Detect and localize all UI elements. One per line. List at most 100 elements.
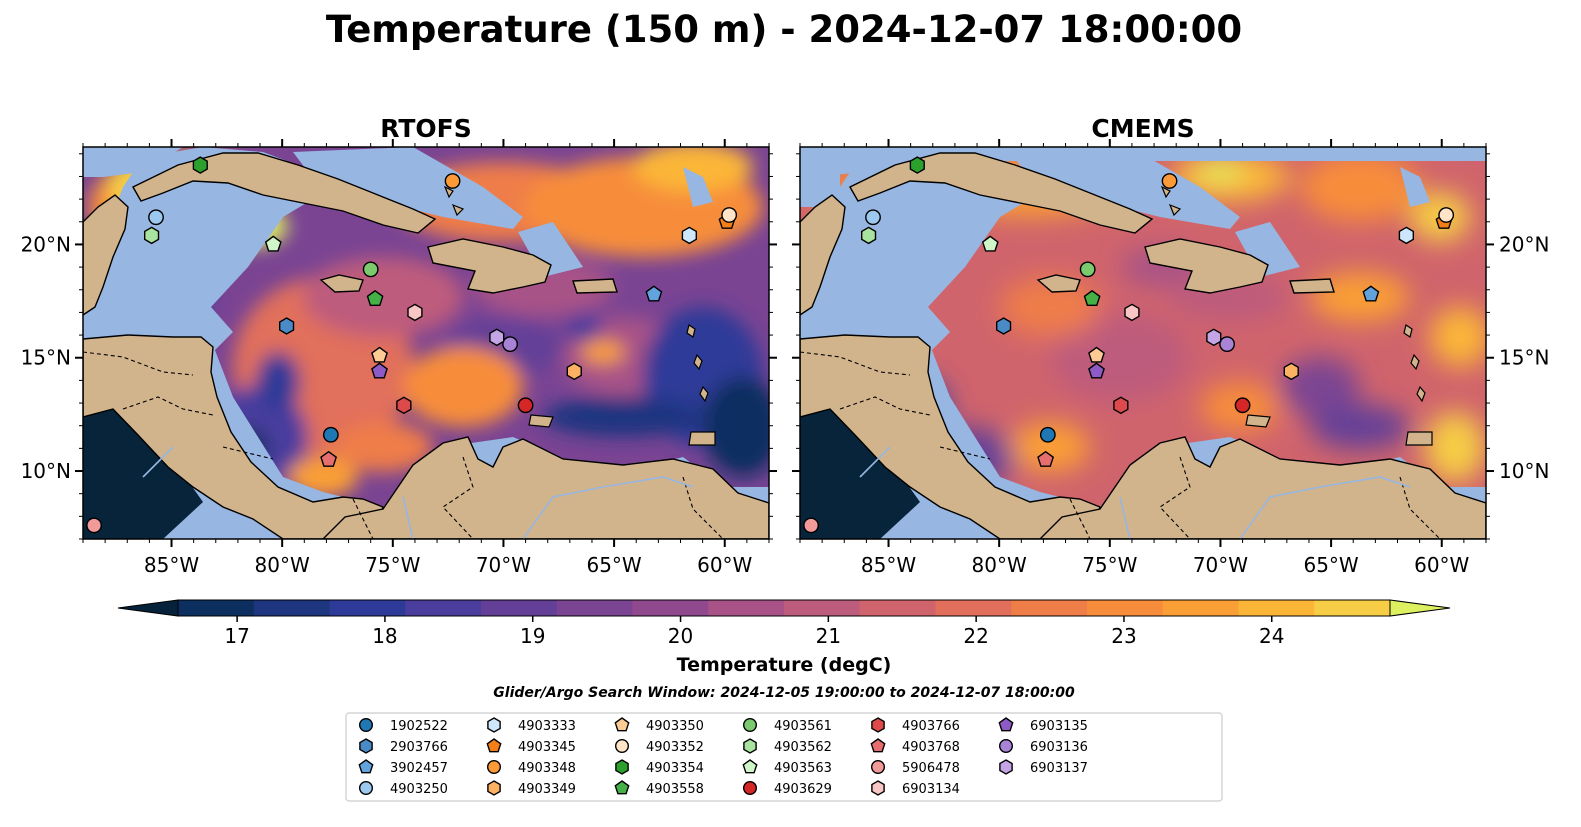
colorbar-tick-label: 19 xyxy=(520,624,545,648)
colorbar-bin xyxy=(784,600,861,616)
x-tick-label-cmems: 75°W xyxy=(1082,553,1137,577)
float-marker-4903250 xyxy=(865,209,881,226)
legend-label-4903250: 4903250 xyxy=(390,782,448,797)
panel-title-cmems: CMEMS xyxy=(1091,114,1194,143)
float-marker-6903134 xyxy=(407,303,423,322)
float-marker-6903134 xyxy=(1124,303,1140,322)
colorbar-bin xyxy=(935,600,1012,616)
float-marker-5906478 xyxy=(86,517,102,534)
float-marker-4903768 xyxy=(1037,450,1055,467)
legend-marker-4903766 xyxy=(871,717,885,733)
x-tick-label-rtofs: 65°W xyxy=(586,553,641,577)
y-tick-label-rtofs: 15°N xyxy=(21,346,71,370)
colorbar-bin xyxy=(1087,600,1164,616)
float-marker-4903352 xyxy=(721,207,738,223)
map-panel-rtofs: RTOFS xyxy=(21,114,777,577)
legend-marker-1902522 xyxy=(359,718,374,733)
legend-marker-4903562 xyxy=(743,738,757,754)
legend-label-3902457: 3902457 xyxy=(390,761,448,776)
float-marker-6903135 xyxy=(1088,362,1105,379)
float-marker-4903562 xyxy=(144,226,160,245)
legend-box xyxy=(345,712,1223,802)
colorbar-tick-label: 22 xyxy=(963,624,988,648)
float-marker-4903766 xyxy=(1113,396,1129,415)
float-marker-4903561 xyxy=(362,261,379,278)
legend-label-4903349: 4903349 xyxy=(518,782,576,797)
float-marker-4903629 xyxy=(517,397,534,414)
legend-label-4903350: 4903350 xyxy=(646,719,704,734)
y-tick-label-rtofs: 20°N xyxy=(21,232,71,256)
colorbar-bin xyxy=(178,600,255,616)
x-tick-label-rtofs: 85°W xyxy=(144,553,199,577)
x-tick-label-cmems: 65°W xyxy=(1303,553,1358,577)
legend-marker-6903135 xyxy=(998,717,1014,732)
colorbar-bin xyxy=(1162,600,1240,616)
float-marker-4903766 xyxy=(396,396,412,415)
map-panel-cmems: CMEMS xyxy=(792,114,1549,577)
float-marker-4903629 xyxy=(1234,397,1251,414)
legend-label-5906478: 5906478 xyxy=(902,761,960,776)
colorbar-bin xyxy=(405,600,482,616)
legend-marker-6903134 xyxy=(871,780,885,796)
legend-label-4903766: 4903766 xyxy=(902,719,960,734)
float-marker-3902457 xyxy=(1362,285,1380,302)
float-marker-4903354 xyxy=(909,156,925,174)
float-marker-4903563 xyxy=(264,235,282,252)
float-marker-4903562 xyxy=(861,226,877,245)
colorbar-bin xyxy=(329,600,406,616)
legend-marker-4903563 xyxy=(742,759,758,774)
float-marker-4903563 xyxy=(981,235,999,252)
legend-label-4903768: 4903768 xyxy=(902,740,960,755)
colorbar-bin xyxy=(1238,600,1315,616)
colorbar-label: Temperature (degC) xyxy=(677,654,892,676)
float-markers-cmems xyxy=(803,156,1455,534)
y-tick-label-cmems: 10°N xyxy=(1499,459,1549,483)
legend-marker-4903349 xyxy=(487,780,501,796)
float-marker-4903350 xyxy=(371,346,388,363)
float-marker-4903558 xyxy=(1083,289,1101,306)
float-marker-2903766 xyxy=(996,317,1012,335)
colorbar-bin xyxy=(708,600,785,616)
legend-label-4903354: 4903354 xyxy=(646,761,704,776)
legend-label-4903558: 4903558 xyxy=(646,782,704,797)
float-marker-6903137 xyxy=(1206,328,1222,347)
float-marker-6903136 xyxy=(502,336,518,353)
legend-marker-4903333 xyxy=(487,717,501,733)
colorbar: 17 18 19 20 21 22 23 24 xyxy=(117,599,1451,648)
float-marker-2903766 xyxy=(279,317,295,335)
legend-label-4903629: 4903629 xyxy=(774,782,832,797)
colorbar-bin xyxy=(556,600,634,616)
x-tick-label-cmems: 70°W xyxy=(1193,553,1248,577)
float-marker-1902522 xyxy=(322,426,339,443)
legend-marker-4903558 xyxy=(614,780,630,795)
legend-marker-4903348 xyxy=(487,760,502,775)
legend-label-6903135: 6903135 xyxy=(1030,719,1088,734)
float-marker-4903350 xyxy=(1088,346,1105,363)
panel-title-rtofs: RTOFS xyxy=(380,114,472,143)
axis-ticks-rtofs: 85°W 80°W 75°W 70°W 65°W 60°W 10°N 15°N 20°N xyxy=(21,139,777,577)
x-tick-label-cmems: 60°W xyxy=(1414,553,1469,577)
legend-marker-6903136 xyxy=(999,739,1014,754)
float-marker-5906478 xyxy=(803,517,819,534)
legend: 1902522 2903766 3902457 4903250 4903333 49033… xyxy=(358,717,1088,797)
legend-marker-5906478 xyxy=(871,760,886,775)
legend-label-6903134: 6903134 xyxy=(902,782,960,797)
y-tick-label-cmems: 20°N xyxy=(1499,232,1549,256)
legend-marker-2903766 xyxy=(359,738,373,754)
legend-label-6903137: 6903137 xyxy=(1030,761,1088,776)
legend-marker-4903768 xyxy=(870,738,886,753)
legend-marker-6903137 xyxy=(999,759,1013,775)
y-tick-label-cmems: 15°N xyxy=(1499,346,1549,370)
x-tick-label-rtofs: 70°W xyxy=(476,553,531,577)
legend-marker-4903561 xyxy=(743,718,758,733)
colorbar-bin xyxy=(632,600,709,616)
colorbar-bin xyxy=(1314,600,1391,616)
legend-label-4903348: 4903348 xyxy=(518,761,576,776)
axis-ticks-cmems: 85°W 80°W 75°W 70°W 65°W 60°W 10°N 15°N 20°N xyxy=(792,139,1549,577)
colorbar-bin xyxy=(1011,600,1088,616)
legend-label-4903563: 4903563 xyxy=(774,761,832,776)
float-marker-4903348 xyxy=(444,173,461,189)
legend-label-4903352: 4903352 xyxy=(646,740,704,755)
colorbar-extend-min xyxy=(117,599,179,617)
